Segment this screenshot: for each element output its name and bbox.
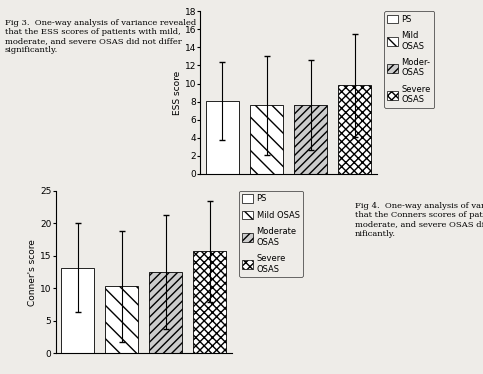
Y-axis label: ESS score: ESS score — [173, 70, 182, 115]
Bar — [105, 286, 138, 353]
Legend: PS, Mild
OSAS, Moder-
OSAS, Severe
OSAS: PS, Mild OSAS, Moder- OSAS, Severe OSAS — [384, 11, 434, 108]
Text: Fig 3.  One-way analysis of variance revealed
that the ESS scores of patients wi: Fig 3. One-way analysis of variance reve… — [5, 19, 196, 54]
Bar — [294, 105, 327, 174]
Bar — [206, 101, 239, 174]
Y-axis label: Conner's score: Conner's score — [28, 239, 37, 306]
Bar — [149, 272, 182, 353]
Bar — [61, 267, 94, 353]
Bar — [193, 251, 227, 353]
Bar — [338, 85, 371, 174]
Bar — [250, 105, 283, 174]
Text: Fig 4.  One-way analysis of variance rev-
that the Conners scores of patients wi: Fig 4. One-way analysis of variance rev-… — [355, 202, 483, 237]
Legend: PS, Mild OSAS, Moderate
OSAS, Severe
OSAS: PS, Mild OSAS, Moderate OSAS, Severe OSA… — [239, 191, 303, 277]
